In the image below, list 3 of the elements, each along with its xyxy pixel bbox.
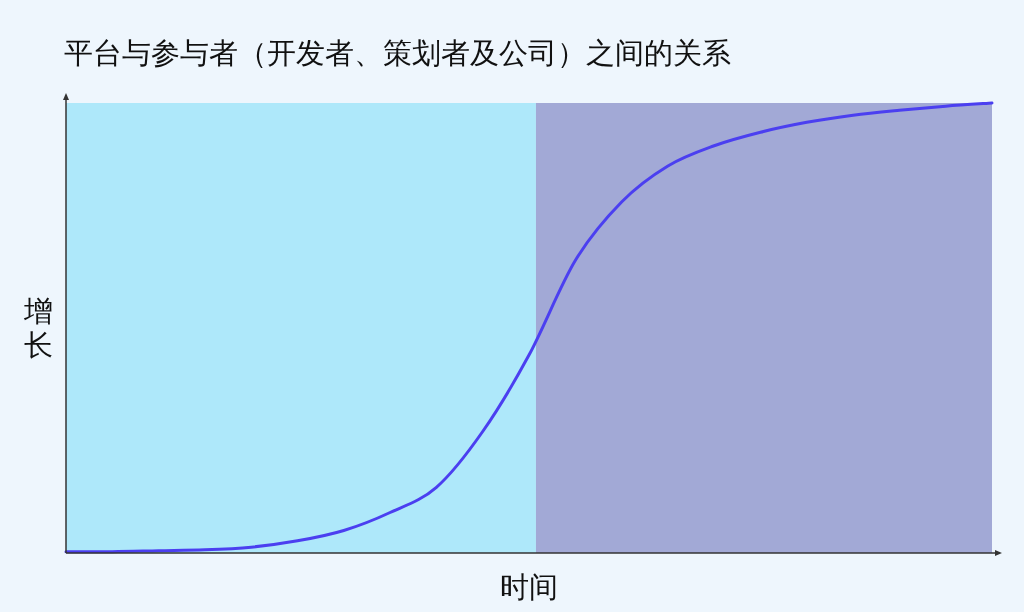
chart-title: 平台与参与者（开发者、策划者及公司）之间的关系 (64, 36, 731, 70)
y-axis-title: 增长 (22, 294, 53, 362)
x-axis-title: 时间 (500, 570, 558, 604)
